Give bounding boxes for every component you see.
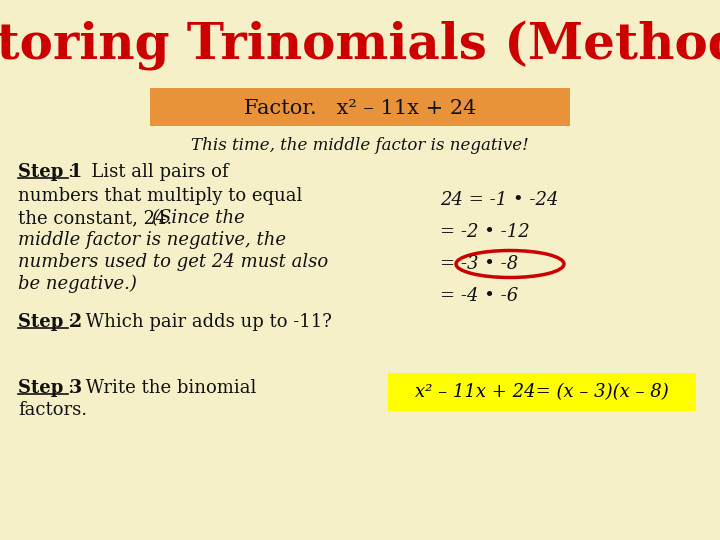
Text: Step 3: Step 3: [18, 379, 82, 397]
Text: This time, the middle factor is negative!: This time, the middle factor is negative…: [191, 137, 529, 153]
Text: :  Write the binomial: : Write the binomial: [68, 379, 256, 397]
Text: numbers used to get 24 must also: numbers used to get 24 must also: [18, 253, 328, 271]
Text: Factoring Trinomials (Method 2): Factoring Trinomials (Method 2): [0, 20, 720, 70]
Text: the constant, 24.: the constant, 24.: [18, 209, 184, 227]
Text: = -4 • -6: = -4 • -6: [440, 287, 518, 305]
FancyBboxPatch shape: [150, 88, 570, 126]
Text: (Since the: (Since the: [152, 209, 245, 227]
Text: numbers that multiply to equal: numbers that multiply to equal: [18, 187, 302, 205]
FancyBboxPatch shape: [388, 373, 696, 411]
Text: x² – 11x + 24= (x – 3)(x – 8): x² – 11x + 24= (x – 3)(x – 8): [415, 383, 669, 401]
Text: :  Which pair adds up to -11?: : Which pair adds up to -11?: [68, 313, 332, 331]
Text: :   List all pairs of: : List all pairs of: [68, 163, 228, 181]
Text: middle factor is negative, the: middle factor is negative, the: [18, 231, 286, 249]
Text: 24 = -1 • -24: 24 = -1 • -24: [440, 191, 559, 209]
Text: = -3 • -8: = -3 • -8: [440, 255, 518, 273]
Text: Factor.   x² – 11x + 24: Factor. x² – 11x + 24: [244, 98, 476, 118]
Text: Step 1: Step 1: [18, 163, 82, 181]
Text: be negative.): be negative.): [18, 275, 137, 293]
Text: Step 2: Step 2: [18, 313, 82, 331]
Text: factors.: factors.: [18, 401, 87, 419]
Text: = -2 • -12: = -2 • -12: [440, 223, 530, 241]
